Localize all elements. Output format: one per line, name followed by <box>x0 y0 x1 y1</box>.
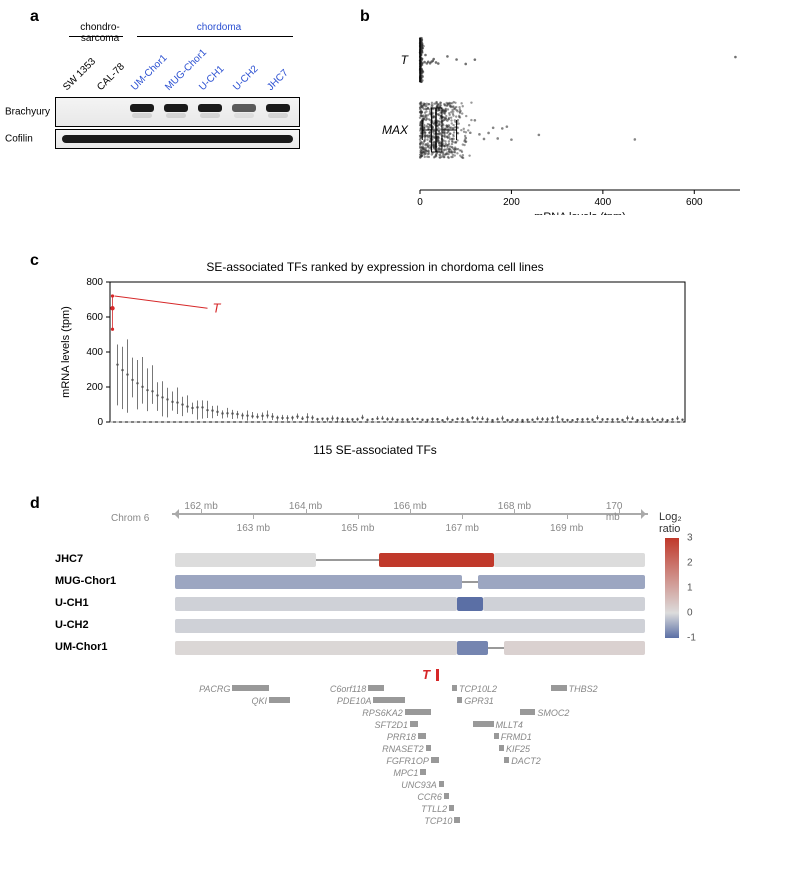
blot-membrane <box>55 97 300 127</box>
panel-label-a: a <box>30 8 39 26</box>
blot-lane-label: U-CH1 <box>197 64 226 93</box>
cnv-track-label: UM-Chor1 <box>55 641 169 653</box>
cnv-track-label: MUG-Chor1 <box>55 575 169 587</box>
panel-a-blot: chondro- sarcoma chordoma SW 1353CAL-78UM-… <box>55 20 355 149</box>
svg-text:400: 400 <box>595 197 612 208</box>
blot-group-label: chordoma <box>137 22 301 33</box>
panel-d-cnv: Chrom 6 162 mb164 mb166 mb168 mb170 mb16… <box>55 505 725 835</box>
svg-text:200: 200 <box>86 382 103 393</box>
svg-text:200: 200 <box>503 197 520 208</box>
blot-lane-label: U-CH2 <box>231 64 260 93</box>
blot-membrane <box>55 129 300 149</box>
panel-label-b: b <box>360 8 370 26</box>
gene-track: TPACRGQKIC6orf118PDE10ARPS6KA2SFT2D1PRR1… <box>175 685 645 845</box>
svg-text:600: 600 <box>686 197 703 208</box>
svg-text:T: T <box>213 300 222 315</box>
panel-c-rank: SE-associated TFs ranked by expression i… <box>55 260 695 460</box>
blot-row-label: Brachyury <box>5 107 53 118</box>
cnv-track-label: JHC7 <box>55 553 169 565</box>
svg-text:0: 0 <box>97 417 103 428</box>
legend-title: Log₂ ratio <box>659 511 737 535</box>
cnv-track <box>175 597 645 611</box>
cnv-track-label: U-CH2 <box>55 619 169 631</box>
chrom-axis: 162 mb164 mb166 mb168 mb170 mb163 mb165 … <box>175 505 645 541</box>
blot-lane-label: SW 1353 <box>61 56 98 93</box>
blot-group-label: chondro- sarcoma <box>69 22 131 44</box>
panel-c-xtitle: 115 SE-associated TFs <box>55 443 695 457</box>
panel-b-scatter: 0 200 400 600 mRNA levels (tpm) T MAX <box>370 15 750 215</box>
svg-text:T: T <box>401 53 410 67</box>
blot-lane-label: CAL-78 <box>95 61 127 93</box>
cnv-track <box>175 553 645 567</box>
svg-text:800: 800 <box>86 277 103 288</box>
svg-text:0: 0 <box>417 197 423 208</box>
svg-text:600: 600 <box>86 312 103 323</box>
panel-label-c: c <box>30 252 39 270</box>
panel-c-title: SE-associated TFs ranked by expression i… <box>55 260 695 274</box>
chrom-label: Chrom 6 <box>111 513 149 524</box>
svg-text:mRNA levels (tpm): mRNA levels (tpm) <box>534 211 626 215</box>
blot-lane-label: UM-Chor1 <box>129 53 169 93</box>
svg-text:400: 400 <box>86 347 103 358</box>
blot-row-label: Cofilin <box>5 134 53 145</box>
cnv-track <box>175 619 645 633</box>
cnv-track-label: U-CH1 <box>55 597 169 609</box>
cnv-track <box>175 575 645 589</box>
panel-c-svg: 0 200 400 600 800 mRNA levels (tpm) T <box>55 276 695 436</box>
panel-label-d: d <box>30 495 40 513</box>
cnv-track <box>175 641 645 655</box>
cnv-legend: Log₂ ratio 3210-1 <box>659 511 737 638</box>
svg-text:MAX: MAX <box>382 123 409 137</box>
blot-lane-label: JHC7 <box>265 68 290 93</box>
svg-text:mRNA levels (tpm): mRNA levels (tpm) <box>60 306 72 398</box>
